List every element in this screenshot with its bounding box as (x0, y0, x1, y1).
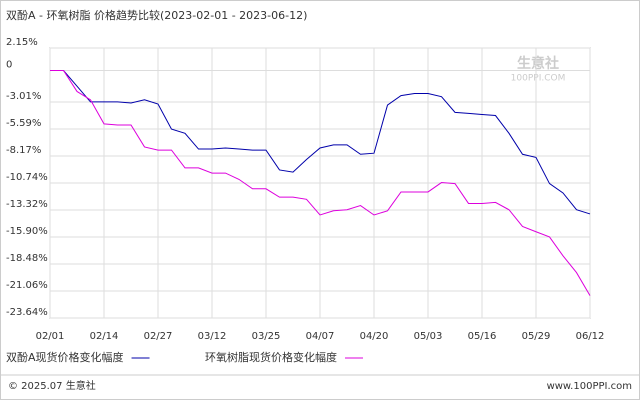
chart-title: 双酚A - 环氧树脂 价格趋势比较(2023-02-01 - 2023-06-1… (6, 8, 307, 22)
y-tick-label: -13.32% (6, 199, 48, 210)
x-tick-label: 02/14 (90, 331, 119, 342)
y-tick-label: -8.17% (6, 145, 41, 156)
series-line (50, 70, 591, 215)
x-tick-label: 02/01 (36, 331, 65, 342)
x-tick-label: 03/12 (198, 331, 227, 342)
legend-label: 双酚A现货价格变化幅度 (6, 350, 124, 364)
footer-left: © 2025.07 生意社 (8, 379, 96, 392)
x-tick-label: 05/03 (414, 331, 443, 342)
y-tick-label: -23.64% (6, 307, 48, 318)
x-tick-label: 02/27 (144, 331, 173, 342)
y-tick-label: -5.59% (6, 118, 41, 129)
y-tick-label: -3.01% (6, 91, 41, 102)
series-line (50, 70, 591, 296)
y-tick-label: -18.48% (6, 253, 48, 264)
y-tick-label: 0 (6, 60, 12, 71)
y-tick-label: -21.06% (6, 280, 48, 291)
x-tick-label: 05/16 (468, 331, 497, 342)
x-tick-label: 03/25 (252, 331, 281, 342)
watermark: 生意社 (517, 55, 559, 72)
x-tick-label: 05/29 (522, 331, 551, 342)
x-tick-label: 04/07 (306, 331, 335, 342)
y-tick-label: -15.90% (6, 226, 48, 237)
y-tick-label: -10.74% (6, 172, 48, 183)
y-tick-label: 2.15% (6, 37, 38, 48)
x-tick-label: 06/12 (576, 331, 605, 342)
legend-label: 环氧树脂现货价格变化幅度 (205, 350, 337, 364)
x-tick-label: 04/20 (360, 331, 389, 342)
watermark: 100PPI.COM (511, 74, 566, 84)
footer-right: www.100PPI.com (547, 381, 632, 392)
